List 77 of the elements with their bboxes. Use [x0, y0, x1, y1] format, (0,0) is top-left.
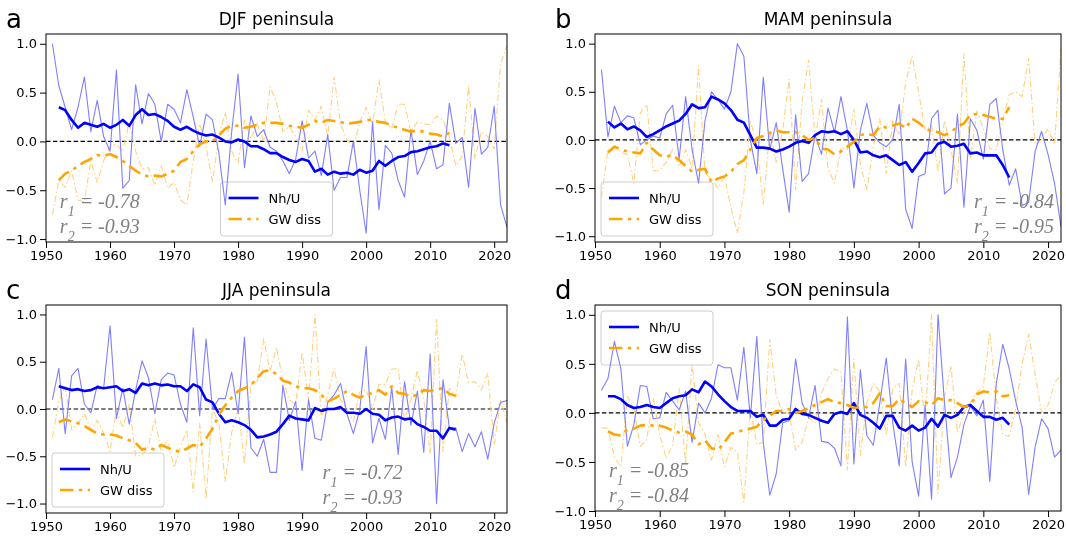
text: a — [6, 4, 22, 34]
x-tick-label: 1980 — [773, 248, 807, 264]
y-tick-label: 0.5 — [16, 354, 37, 370]
y-tick-label: −0.5 — [554, 454, 586, 470]
y-tick-label: −1.0 — [5, 496, 37, 512]
y-tick-label: 1.0 — [565, 307, 586, 323]
chart-title: MAM peninsula — [763, 9, 893, 29]
y-tick-label: 1.0 — [565, 36, 586, 52]
x-tick-label: 1980 — [222, 519, 256, 535]
x-tick-label: 1970 — [158, 519, 192, 535]
x-tick-label: 2000 — [902, 517, 936, 533]
y-tick-label: 0.0 — [565, 405, 586, 421]
y-tick-label: −1.0 — [554, 503, 586, 519]
y-tick-label: 0.0 — [16, 134, 37, 150]
x-tick-label: 2020 — [478, 519, 512, 535]
y-tick-label: 1.0 — [16, 307, 37, 323]
x-tick-label: 1960 — [93, 248, 128, 264]
y-tick-label: 0.5 — [565, 84, 586, 100]
x-tick-label: 1970 — [708, 517, 742, 533]
y-tick-label: −1.0 — [554, 228, 586, 244]
line-series — [606, 95, 1011, 179]
x-tick-label: 2000 — [350, 519, 384, 535]
line-series — [606, 105, 1011, 184]
y-tick-label: 0.0 — [565, 132, 586, 148]
x-tick-label: 2000 — [350, 248, 384, 264]
x-tick-label: 2010 — [967, 248, 1001, 264]
text: c — [6, 275, 21, 305]
x-tick-label: 2020 — [1032, 517, 1066, 533]
y-tick-label: 1.0 — [16, 36, 37, 52]
x-tick-label: 1960 — [643, 517, 677, 533]
x-tick-label: 2010 — [414, 248, 448, 264]
legend-label: Nh/U — [649, 191, 681, 206]
x-tick-label: 2010 — [967, 517, 1001, 533]
y-tick-label: −0.5 — [554, 180, 586, 196]
legend-label: GW diss — [100, 483, 153, 498]
legend-label: Nh/U — [649, 320, 681, 335]
y-tick-label: 0.5 — [565, 356, 586, 372]
x-tick-label: 1970 — [708, 248, 742, 264]
x-tick-label: 1950 — [578, 517, 613, 533]
legend-label: GW diss — [649, 212, 702, 227]
x-tick-label: 1990 — [286, 519, 320, 535]
line-series — [57, 118, 451, 182]
x-tick-label: 1990 — [837, 517, 871, 533]
legend-label: Nh/U — [100, 462, 132, 477]
y-tick-label: −1.0 — [5, 231, 37, 247]
x-tick-label: 1990 — [837, 248, 871, 264]
x-tick-label: 1960 — [643, 248, 677, 264]
x-tick-label: 1950 — [578, 248, 613, 264]
y-tick-label: 0.5 — [16, 85, 37, 101]
y-tick-label: −0.5 — [5, 448, 37, 464]
line-series — [606, 390, 1011, 452]
x-tick-label: 2020 — [478, 248, 512, 264]
x-tick-label: 2020 — [1032, 248, 1066, 264]
x-tick-label: 2000 — [902, 248, 936, 264]
chart-title: SON peninsula — [765, 280, 891, 300]
annotation: r$_{2}$ = -0.95 — [974, 215, 1055, 244]
x-tick-label: 1980 — [222, 248, 256, 264]
chart-title: DJF peninsula — [218, 9, 335, 29]
x-tick-label: 1960 — [93, 519, 128, 535]
legend-label: Nh/U — [268, 191, 301, 206]
x-tick-label: 1990 — [286, 248, 320, 264]
line-series — [57, 105, 451, 176]
line-series — [57, 382, 458, 440]
line-series — [57, 368, 458, 453]
line-series — [606, 380, 1011, 432]
x-tick-label: 1950 — [29, 248, 64, 264]
x-tick-label: 1970 — [158, 248, 192, 264]
text: b — [555, 4, 572, 34]
x-tick-label: 1980 — [773, 517, 807, 533]
y-tick-label: 0.0 — [16, 401, 37, 417]
legend-label: GW diss — [268, 212, 322, 227]
x-tick-label: 1950 — [29, 519, 64, 535]
chart-title: JJA peninsula — [220, 280, 332, 300]
x-tick-label: 2010 — [414, 519, 448, 535]
legend-label: GW diss — [649, 341, 702, 356]
text: d — [555, 275, 572, 305]
y-tick-label: −0.5 — [5, 182, 37, 198]
